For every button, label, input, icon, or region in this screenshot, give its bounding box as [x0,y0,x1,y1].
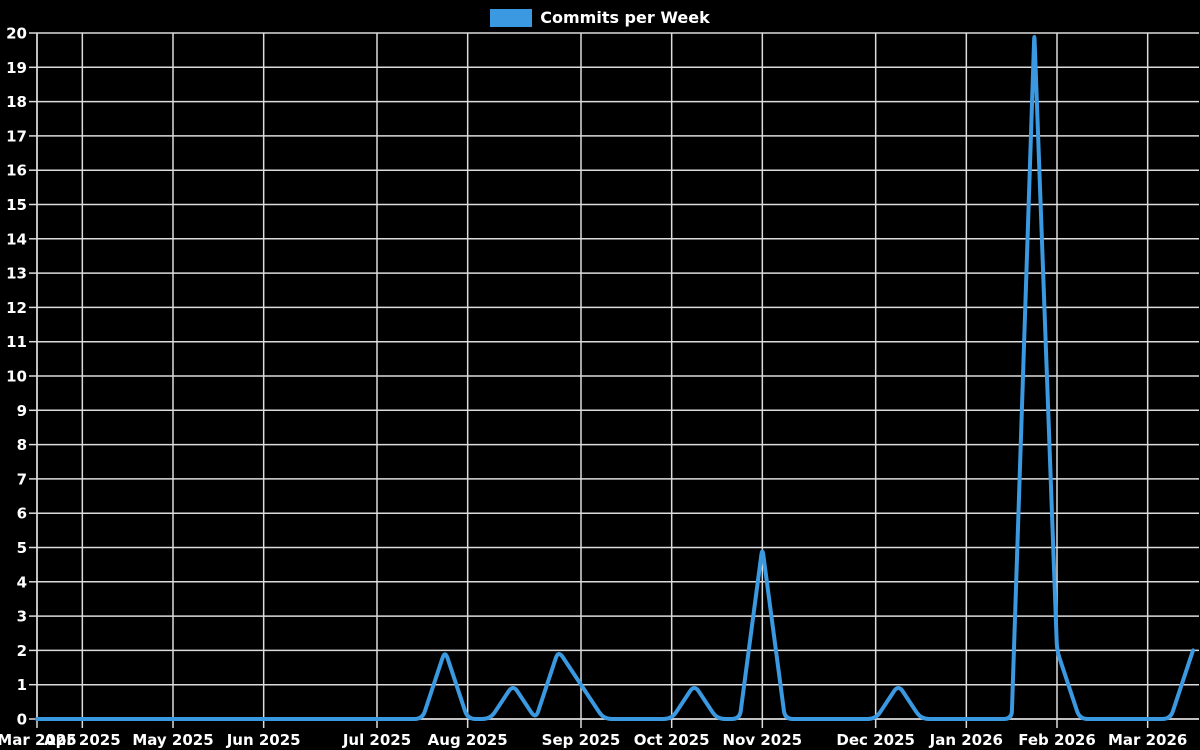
x-tick-label: Mar 2026 [1108,731,1187,749]
x-tick-label: Dec 2025 [836,731,915,749]
x-tick-label: Apr 2025 [44,731,121,749]
y-tick-label: 4 [17,573,27,591]
y-tick-label: 17 [6,127,27,145]
y-tick-label: 12 [6,299,27,317]
legend-color-swatch [490,9,533,27]
y-tick-label: 6 [17,505,27,523]
legend-label: Commits per Week [540,8,710,27]
x-tick-label: Jun 2025 [226,731,301,749]
chart-legend: Commits per Week [0,6,1200,30]
y-tick-label: 1 [17,676,27,694]
y-tick-label: 8 [17,436,27,454]
commits-line-series [35,34,1195,721]
x-tick-label: Feb 2026 [1018,731,1096,749]
y-tick-label: 11 [6,333,27,351]
y-tick-label: 13 [6,265,27,283]
x-tick-label: Sep 2025 [542,731,621,749]
y-tick-label: 5 [17,539,27,557]
x-tick-label: Oct 2025 [634,731,710,749]
y-tick-label: 2 [17,642,27,660]
y-tick-label: 20 [6,25,27,43]
y-tick-label: 15 [6,196,27,214]
y-tick-label: 19 [6,59,27,77]
y-tick-label: 10 [6,368,27,386]
x-tick-label: Jan 2026 [929,731,1003,749]
x-tick-label: May 2025 [132,731,213,749]
y-tick-label: 18 [6,93,27,111]
y-tick-label: 9 [17,402,27,420]
x-tick-label: Nov 2025 [723,731,803,749]
y-tick-label: 3 [17,608,27,626]
legend-item-commits-per-week[interactable]: Commits per Week [490,6,710,30]
y-tick-label: 0 [17,711,27,729]
y-tick-label: 7 [17,470,27,488]
x-tick-label: Aug 2025 [428,731,508,749]
x-tick-label: Jul 2025 [342,731,411,749]
x-tick-label: Mar 2025 [0,731,77,749]
y-tick-label: 14 [6,230,27,248]
y-tick-label: 16 [6,162,27,180]
